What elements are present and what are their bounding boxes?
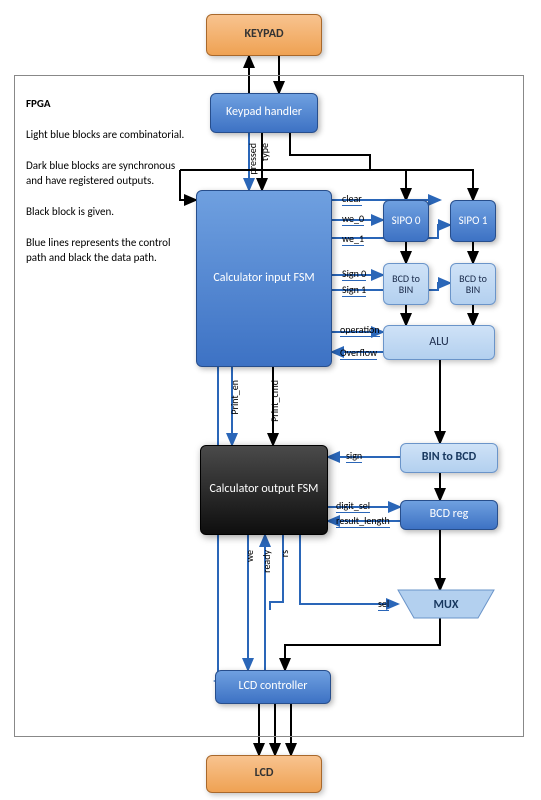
legend-text: FPGALight blue blocks are combinatorial.… [26, 96, 186, 265]
node-bcdreg: BCD reg [400, 500, 498, 530]
node-sipo1: SIPO 1 [450, 200, 496, 242]
signal-we: we [243, 550, 256, 562]
node-keypad: KEYPAD [206, 14, 322, 56]
signal-we1: we_1 [342, 232, 364, 246]
signal-rs: rs [278, 550, 291, 557]
signal-operation: operation [340, 323, 380, 337]
signal-sign0: Sign 0 [342, 267, 366, 281]
signal-we0: we_0 [342, 212, 364, 226]
signal-ready: ready [260, 550, 273, 573]
signal-print_cmd: Print_cmd [268, 380, 281, 422]
node-bin2bcd: BIN to BCD [400, 443, 498, 473]
signal-sel: sel [378, 597, 389, 611]
signal-overflow: Overflow [340, 346, 377, 360]
signal-sign: sign [346, 449, 362, 463]
node-kphandler: Keypad handler [210, 93, 318, 133]
signal-type: type [258, 143, 271, 161]
signal-digit_sel: digit_sel [336, 499, 370, 513]
node-bcd0: BCD to BIN [383, 263, 429, 305]
signal-sign1: Sign 1 [342, 283, 366, 297]
signal-clear: clear [342, 192, 362, 206]
node-bcd1: BCD to BIN [450, 263, 496, 305]
signal-result_len: result_length [336, 514, 390, 528]
node-alu: ALU [383, 325, 495, 360]
node-cinfsm: Calculator input FSM [196, 190, 332, 367]
node-lcdctrl: LCD controller [215, 670, 331, 704]
node-sipo0: SIPO 0 [383, 200, 429, 242]
signal-print_en: Print_en [228, 380, 241, 415]
signal-pressed: pressed [246, 143, 259, 175]
node-lcd: LCD [206, 755, 322, 793]
node-coutfsm: Calculator output FSM [200, 445, 328, 535]
